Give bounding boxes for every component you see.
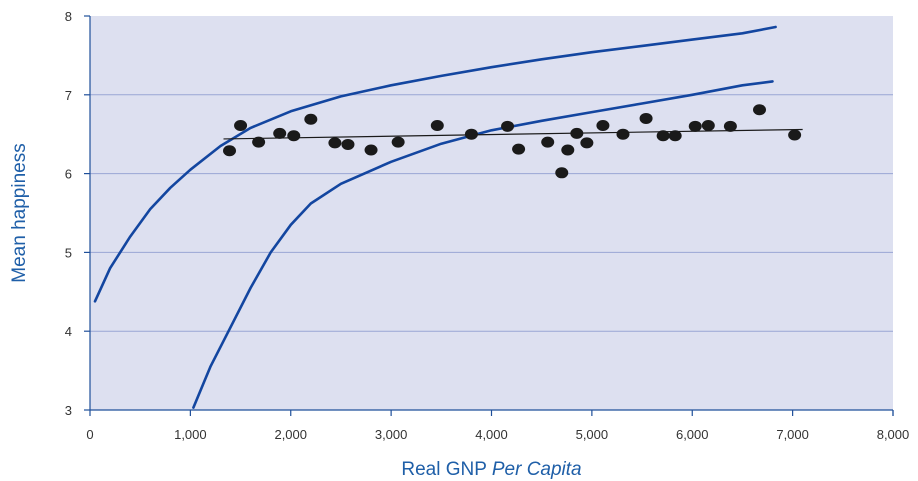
data-point (688, 120, 702, 132)
data-point (391, 136, 405, 148)
x-tick-label: 6,000 (676, 427, 709, 442)
data-point (555, 167, 569, 179)
y-tick-label: 5 (65, 245, 72, 260)
x-tick-labels: 0 1,000 2,000 3,000 4,000 5,000 6,000 7,000 8,00… (86, 427, 909, 442)
data-point (304, 113, 318, 125)
data-point (639, 112, 653, 124)
data-points (223, 104, 802, 179)
x-tick-label: 5,000 (576, 427, 609, 442)
x-axis-title: Real GNP Per Capita (401, 459, 581, 480)
data-point (788, 129, 802, 141)
x-tick-label: 2,000 (274, 427, 307, 442)
data-point (570, 127, 584, 139)
data-point (341, 138, 355, 150)
data-point (223, 145, 237, 157)
data-point (753, 104, 767, 116)
axes (84, 15, 894, 416)
x-tick-label: 8,000 (877, 427, 910, 442)
curves (93, 25, 777, 409)
data-point (328, 137, 342, 149)
plot-area (90, 16, 893, 410)
data-point (512, 143, 526, 155)
data-point (364, 144, 378, 156)
x-tick-label: 1,000 (174, 427, 207, 442)
y-tick-label: 8 (65, 9, 72, 24)
data-point (616, 128, 630, 140)
data-point (656, 130, 670, 142)
data-point (234, 120, 248, 132)
gridlines (90, 94, 893, 332)
y-tick-label: 4 (65, 324, 72, 339)
data-point (252, 136, 266, 148)
lower-curve (192, 80, 774, 409)
data-point (668, 130, 682, 142)
y-tick-label: 6 (65, 167, 72, 182)
data-point (561, 144, 575, 156)
data-point (596, 120, 610, 132)
data-point (541, 136, 555, 148)
data-point (723, 120, 737, 132)
y-tick-labels: 3 4 5 6 7 8 (65, 9, 72, 418)
upper-curve (93, 25, 777, 303)
x-tick-label: 7,000 (776, 427, 809, 442)
data-point (701, 120, 715, 132)
y-axis-title: Mean happiness (9, 143, 30, 282)
x-tick-label: 0 (86, 427, 93, 442)
x-axis-title-main: Real GNP (401, 459, 486, 480)
data-point (464, 128, 478, 140)
y-tick-label: 3 (65, 403, 72, 418)
y-tick-label: 7 (65, 88, 72, 103)
data-point (287, 130, 301, 142)
x-axis-title-italic: Per Capita (492, 459, 582, 480)
data-point (430, 120, 444, 132)
trend-line (223, 128, 803, 140)
x-tick-label: 3,000 (375, 427, 408, 442)
data-point (501, 120, 515, 132)
x-tick-label: 4,000 (475, 427, 508, 442)
trend-line-group (223, 128, 803, 140)
data-point (273, 127, 287, 139)
data-point (580, 137, 594, 149)
